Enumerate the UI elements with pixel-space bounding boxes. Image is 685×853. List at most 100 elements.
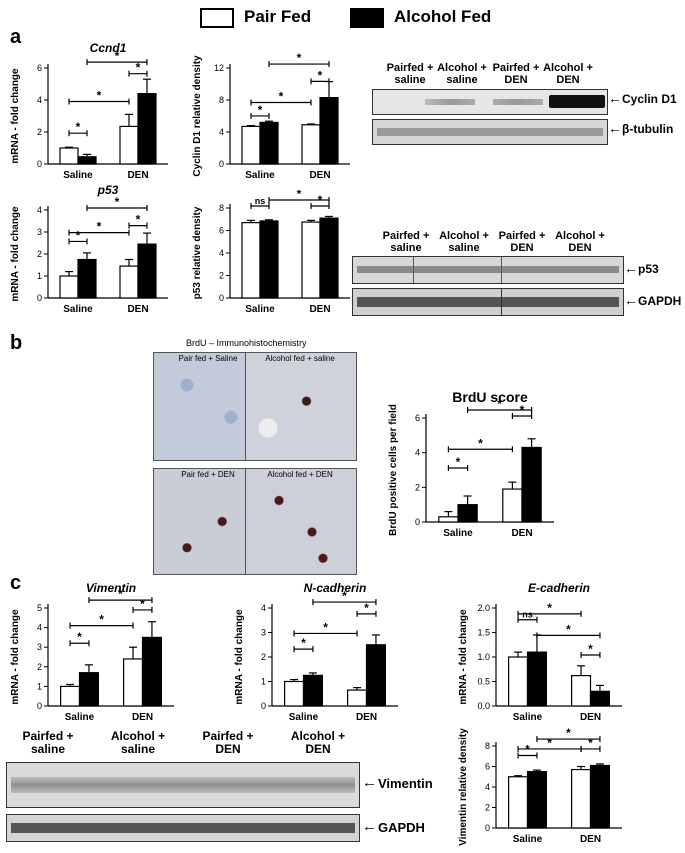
ihc-image bbox=[245, 352, 357, 461]
significance-label: * bbox=[76, 120, 81, 134]
significance-label: * bbox=[364, 601, 369, 615]
y-tick-label: 0.0 bbox=[477, 701, 490, 711]
blot-cyclin: Pairfed + saline Alcohol + saline Pairfe… bbox=[370, 62, 682, 154]
x-tick-label: DEN bbox=[511, 528, 532, 539]
blot-band-p53 bbox=[352, 256, 624, 284]
blot-lane-label: Alcohol + DEN bbox=[543, 62, 593, 86]
y-axis-label: Cyclin D1 relative density bbox=[192, 55, 203, 177]
significance-label: * bbox=[297, 51, 302, 65]
blot-band-beta-tubulin bbox=[372, 119, 608, 145]
band-label: p53 bbox=[638, 262, 659, 276]
significance-label: * bbox=[566, 622, 571, 636]
bar-pair-fed bbox=[59, 275, 79, 299]
x-tick-label: DEN bbox=[309, 304, 330, 315]
bar-pair-fed bbox=[502, 488, 523, 523]
blot-lane-label: Pairfed + saline bbox=[382, 230, 430, 254]
y-tick-label: 2 bbox=[485, 803, 490, 813]
y-tick-label: 2.0 bbox=[477, 603, 490, 613]
bar-alcohol-fed bbox=[141, 636, 162, 707]
significance-label: * bbox=[115, 49, 120, 63]
chart-ncadherin: N-cadherin mRNA - fold change 0 1 2 3 4 Saline D… bbox=[234, 581, 398, 723]
bar-alcohol-fed bbox=[319, 96, 339, 165]
bar-alcohol-fed bbox=[319, 217, 339, 299]
significance-label: * bbox=[456, 455, 461, 469]
bar-pair-fed bbox=[59, 685, 81, 707]
arrow-icon: ← bbox=[624, 292, 638, 308]
y-tick-label: 8 bbox=[485, 741, 490, 751]
chart-brdu: BrdU score BrdU positive cells per field 0… bbox=[388, 389, 554, 539]
significance-label: ns bbox=[522, 610, 533, 620]
significance-label: * bbox=[497, 397, 502, 411]
y-tick-label: 0 bbox=[219, 159, 224, 169]
significance-label: * bbox=[97, 220, 102, 234]
significance-label: * bbox=[566, 728, 571, 740]
arrow-icon: ← bbox=[624, 260, 638, 276]
significance-label: * bbox=[99, 613, 104, 627]
x-tick-label: Saline bbox=[513, 834, 543, 845]
x-tick-label: Saline bbox=[513, 712, 543, 723]
y-tick-label: 1 bbox=[37, 271, 42, 281]
bar-pair-fed bbox=[507, 776, 529, 829]
ihc-image-label: Alcohol fed + DEN bbox=[267, 470, 333, 479]
x-tick-label: Saline bbox=[65, 712, 95, 723]
significance-label: * bbox=[297, 190, 302, 201]
y-tick-label: 2 bbox=[37, 662, 42, 672]
blot-lane-label: Pairfed + DEN bbox=[202, 729, 254, 756]
bar-alcohol-fed bbox=[137, 243, 157, 299]
bar-alcohol-fed bbox=[589, 764, 610, 829]
band-label: β-tubulin bbox=[622, 122, 674, 136]
bar-pair-fed bbox=[301, 124, 321, 165]
band-label: GAPDH bbox=[378, 820, 425, 835]
significance-label: * bbox=[588, 736, 593, 750]
significance-label: * bbox=[136, 213, 141, 227]
significance-label: * bbox=[76, 228, 81, 242]
y-axis-label: mRNA - fold change bbox=[10, 68, 21, 164]
significance-label: * bbox=[547, 601, 552, 615]
significance-label: * bbox=[279, 89, 284, 103]
blot-lane-label: Pairfed + saline bbox=[386, 62, 434, 86]
chart-ecadherin: E-cadherin mRNA - fold change 0.0 0.5 1.0 1.5… bbox=[458, 581, 622, 723]
bar-pair-fed bbox=[119, 265, 139, 299]
y-tick-label: 4 bbox=[37, 95, 42, 105]
chart-ccnd1: Ccnd1 mRNA - fold change 0 2 4 6 Saline DEN * * * * bbox=[10, 41, 168, 181]
blot-lane-label: Pairfed + DEN bbox=[492, 62, 540, 86]
y-tick-label: 3 bbox=[37, 642, 42, 652]
bar-alcohol-fed bbox=[77, 156, 97, 165]
bar-alcohol-fed bbox=[521, 446, 542, 523]
significance-label: * bbox=[588, 642, 593, 656]
ihc-image-label: Pair fed + DEN bbox=[181, 470, 235, 479]
y-tick-label: 6 bbox=[219, 226, 224, 236]
bar-pair-fed bbox=[122, 658, 144, 707]
significance-label: * bbox=[478, 436, 483, 450]
bar-alcohol-fed bbox=[526, 651, 547, 707]
blot-band-gapdh bbox=[6, 814, 360, 842]
bar-pair-fed bbox=[59, 147, 79, 165]
chart-title: Vimentin bbox=[86, 581, 136, 595]
x-tick-label: Saline bbox=[289, 712, 319, 723]
chart-p53: p53 mRNA - fold change 0 1 2 3 4 Saline DEN * * * * bbox=[10, 183, 168, 315]
x-tick-label: DEN bbox=[127, 304, 148, 315]
blot-lane-label: Pairfed + DEN bbox=[498, 230, 546, 254]
y-tick-label: 12 bbox=[214, 63, 224, 73]
x-tick-label: Saline bbox=[443, 528, 473, 539]
chart-vimentin-density: Vimentin relative density 0 2 4 6 8 Saline DEN *… bbox=[458, 728, 622, 846]
blot-lane-label: Alcohol + saline bbox=[439, 230, 489, 254]
legend-swatch-pair-fed bbox=[200, 8, 234, 28]
y-axis-label: p53 relative density bbox=[192, 206, 203, 299]
y-tick-label: 2 bbox=[37, 127, 42, 137]
significance-label: ns bbox=[255, 196, 266, 206]
blot-lane-label: Alcohol + DEN bbox=[555, 230, 605, 254]
significance-label: * bbox=[77, 630, 82, 644]
y-tick-label: 4 bbox=[37, 205, 42, 215]
significance-label: * bbox=[258, 103, 263, 117]
bar-pair-fed bbox=[119, 125, 139, 165]
bar-alcohol-fed bbox=[589, 690, 610, 707]
y-axis-label: Vimentin relative density bbox=[458, 728, 469, 846]
legend: Pair Fed Alcohol Fed bbox=[200, 6, 530, 30]
bar-alcohol-fed bbox=[259, 220, 279, 299]
y-tick-label: 8 bbox=[219, 203, 224, 213]
arrow-icon: ← bbox=[608, 90, 622, 106]
chart-vimentin: Vimentin mRNA - fold change 0 1 2 3 4 5 Saline DE… bbox=[10, 581, 174, 723]
y-tick-label: 4 bbox=[219, 127, 224, 137]
